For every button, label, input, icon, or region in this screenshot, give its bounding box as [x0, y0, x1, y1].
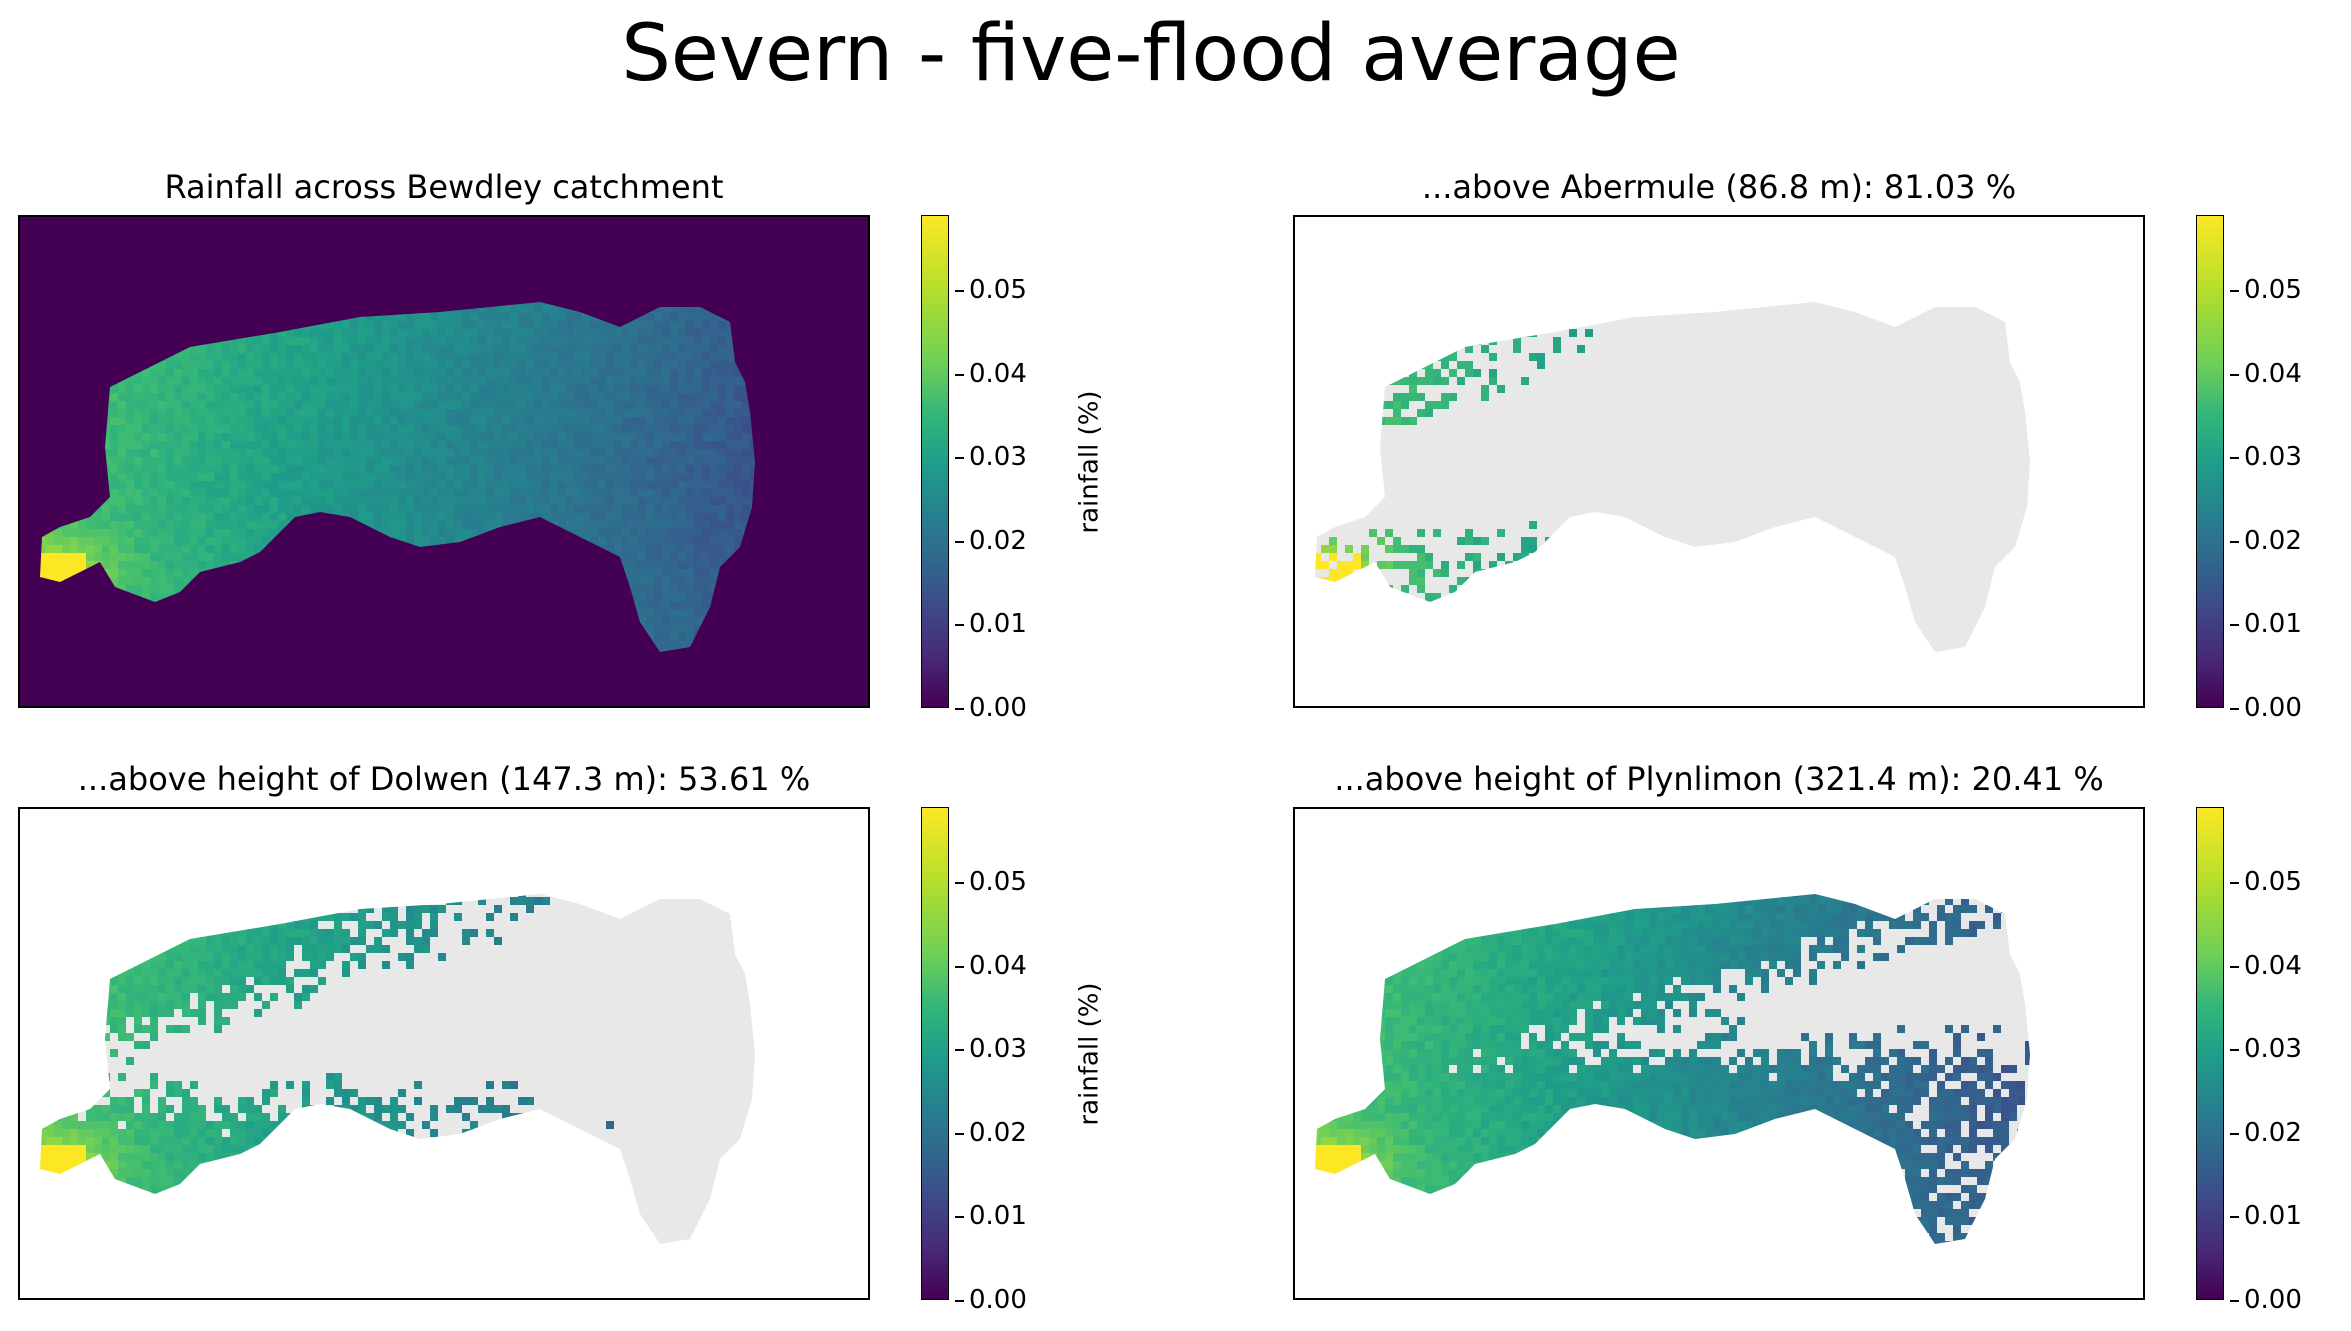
colorbar-tick-label: 0.05 — [955, 867, 1027, 898]
colorbar-tick-label: 0.02 — [955, 1117, 1027, 1148]
colorbar-tick-label: 0.04 — [2230, 358, 2302, 389]
catchment-cells — [40, 894, 755, 1244]
colorbar-tick-label: 0.01 — [955, 1201, 1027, 1232]
colorbar-tick-label: 0.05 — [955, 275, 1027, 306]
colorbar — [2196, 807, 2224, 1300]
colorbar-tick-label: 0.02 — [2230, 525, 2302, 556]
heatmap-svg — [40, 894, 755, 1244]
colorbar-tick-label: 0.05 — [2230, 275, 2302, 306]
colorbar-tick-label: 0.00 — [955, 1285, 1027, 1315]
heatmap-svg — [20, 217, 868, 706]
colorbar-tick-label: 0.00 — [2230, 1285, 2302, 1315]
colorbar-tick-label: 0.02 — [2230, 1117, 2302, 1148]
colorbar-tick-label: 0.00 — [955, 693, 1027, 723]
colorbar-label: rainfall (%) — [1074, 981, 1105, 1126]
map-panel — [1293, 807, 2145, 1300]
colorbar-tick-label: 0.03 — [2230, 442, 2302, 473]
heatmap-svg — [1315, 302, 2030, 652]
map-panel — [18, 807, 870, 1300]
colorbar-tick-label: 0.04 — [955, 950, 1027, 981]
heatmap-svg — [1315, 894, 2030, 1244]
catchment-cells — [1315, 894, 2030, 1244]
colorbar — [2196, 215, 2224, 708]
colorbar-tick-label: 0.03 — [955, 1034, 1027, 1065]
map-panel — [18, 215, 870, 708]
colorbar-tick-label: 0.00 — [2230, 693, 2302, 723]
colorbar-tick-label: 0.04 — [955, 358, 1027, 389]
colorbar-tick-label: 0.04 — [2230, 950, 2302, 981]
colorbar-label: rainfall (%) — [1074, 389, 1105, 534]
colorbar — [921, 215, 949, 708]
figure-title: Severn - five-flood average — [621, 9, 1681, 99]
colorbar-tick-label: 0.02 — [955, 525, 1027, 556]
colorbar-tick-label: 0.01 — [2230, 1201, 2302, 1232]
catchment-cells — [1315, 302, 2030, 652]
panel-title: ...above height of Plynlimon (321.4 m): … — [1334, 760, 2104, 798]
colorbar-tick-label: 0.03 — [955, 442, 1027, 473]
panel-title: ...above Abermule (86.8 m): 81.03 % — [1421, 168, 2017, 206]
panel-title: Rainfall across Bewdley catchment — [164, 168, 724, 206]
colorbar-tick-label: 0.01 — [2230, 609, 2302, 640]
colorbar-tick-label: 0.03 — [2230, 1034, 2302, 1065]
map-panel — [1293, 215, 2145, 708]
panel-title: ...above height of Dolwen (147.3 m): 53.… — [77, 760, 811, 798]
colorbar-tick-label: 0.01 — [955, 609, 1027, 640]
colorbar-tick-label: 0.05 — [2230, 867, 2302, 898]
colorbar — [921, 807, 949, 1300]
